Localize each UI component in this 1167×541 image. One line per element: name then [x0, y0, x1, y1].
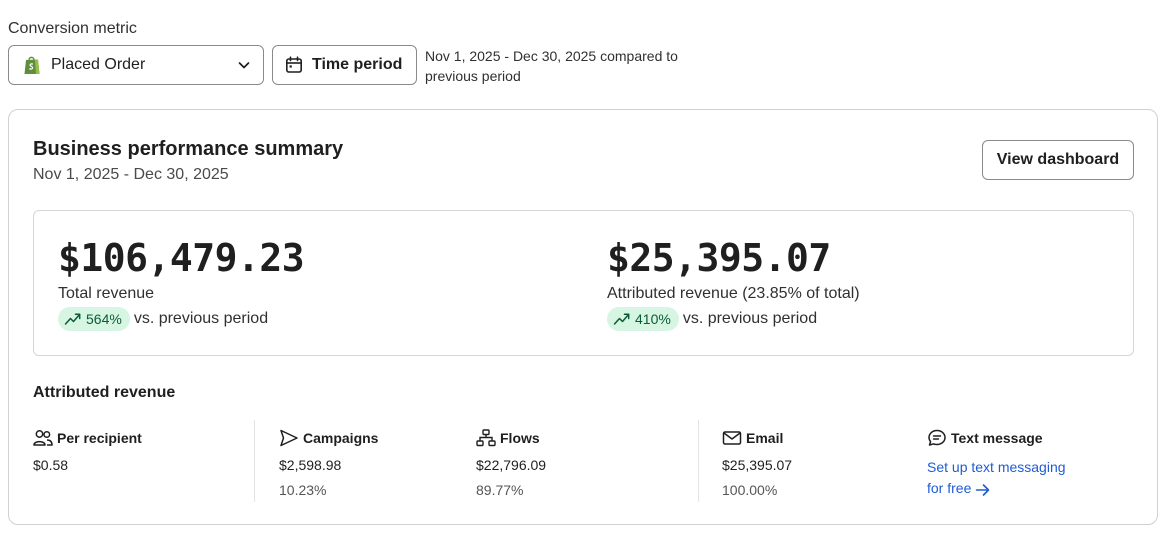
conversion-metric-label: Conversion metric — [8, 20, 137, 37]
card-date-range: Nov 1, 2025 - Dec 30, 2025 — [33, 166, 229, 183]
total-revenue-compare: vs. previous period — [133, 310, 269, 327]
metric-flows-name: Flows — [500, 430, 540, 446]
attributed-revenue-change: 410% — [635, 311, 671, 327]
trend-up-icon — [613, 312, 631, 326]
metric-email-name: Email — [746, 430, 784, 446]
total-revenue-change: 564% — [86, 311, 122, 327]
attributed-revenue-compare: vs. previous period — [682, 310, 818, 327]
time-period-label: Time period — [312, 56, 403, 73]
shopify-bag-icon — [23, 55, 41, 75]
metric-per-recipient: Per recipient $0.58 — [33, 428, 142, 473]
total-revenue-value: $106,479.23 — [58, 236, 305, 280]
flow-icon — [476, 428, 496, 448]
time-period-note: Nov 1, 2025 - Dec 30, 2025 compared to p… — [425, 48, 678, 84]
total-revenue-label: Total revenue — [58, 285, 155, 302]
metric-email-pct: 100.00% — [722, 482, 778, 498]
metric-campaigns-value: $2,598.98 — [279, 457, 342, 473]
conversion-metric-value: Placed Order — [51, 56, 146, 73]
setup-text-messaging-link-text: Set up text messaging for free — [927, 459, 1066, 496]
metric-divider — [254, 420, 255, 502]
metric-per-recipient-value: $0.58 — [33, 457, 69, 473]
arrow-right-icon — [975, 482, 991, 497]
chevron-down-icon — [237, 58, 251, 72]
attributed-revenue-value: $25,395.07 — [607, 236, 831, 280]
users-icon — [33, 428, 53, 448]
chat-icon — [927, 428, 947, 448]
setup-text-messaging-link[interactable]: Set up text messaging for free — [927, 457, 1077, 499]
attributed-revenue-kpi: $25,395.07 Attributed revenue (23.85% of… — [607, 235, 860, 331]
kpi-summary-box: $106,479.23 Total revenue 564% vs. previ… — [33, 210, 1134, 356]
trend-up-icon — [64, 312, 82, 326]
attributed-revenue-title: Attributed revenue — [33, 384, 176, 401]
total-revenue-kpi: $106,479.23 Total revenue 564% vs. previ… — [58, 235, 305, 331]
metric-flows-value: $22,796.09 — [476, 457, 547, 473]
metric-per-recipient-name: Per recipient — [57, 430, 142, 446]
business-performance-card: Business performance summary Nov 1, 2025… — [8, 109, 1158, 525]
metric-campaigns-pct: 10.23% — [279, 482, 327, 498]
metric-flows: Flows $22,796.09 89.77% — [476, 428, 546, 498]
metric-divider — [698, 420, 699, 502]
metric-campaigns-name: Campaigns — [303, 430, 379, 446]
time-period-button[interactable]: Time period — [272, 45, 417, 85]
view-dashboard-button[interactable]: View dashboard — [982, 140, 1134, 180]
total-revenue-change-badge: 564% — [58, 307, 130, 331]
conversion-metric-select[interactable]: Placed Order — [8, 45, 264, 85]
send-icon — [279, 428, 299, 448]
metric-flows-pct: 89.77% — [476, 482, 524, 498]
metric-email: Email $25,395.07 100.00% — [722, 428, 792, 498]
calendar-icon — [285, 56, 303, 74]
card-title: Business performance summary — [33, 138, 344, 160]
metric-text-message: Text message Set up text messaging for f… — [927, 428, 1077, 499]
metric-campaigns: Campaigns $2,598.98 10.23% — [279, 428, 378, 498]
metric-email-value: $25,395.07 — [722, 457, 793, 473]
attributed-revenue-label: Attributed revenue (23.85% of total) — [607, 285, 860, 302]
attributed-revenue-change-badge: 410% — [607, 307, 679, 331]
metric-text-message-name: Text message — [951, 430, 1043, 446]
mail-icon — [722, 428, 742, 448]
